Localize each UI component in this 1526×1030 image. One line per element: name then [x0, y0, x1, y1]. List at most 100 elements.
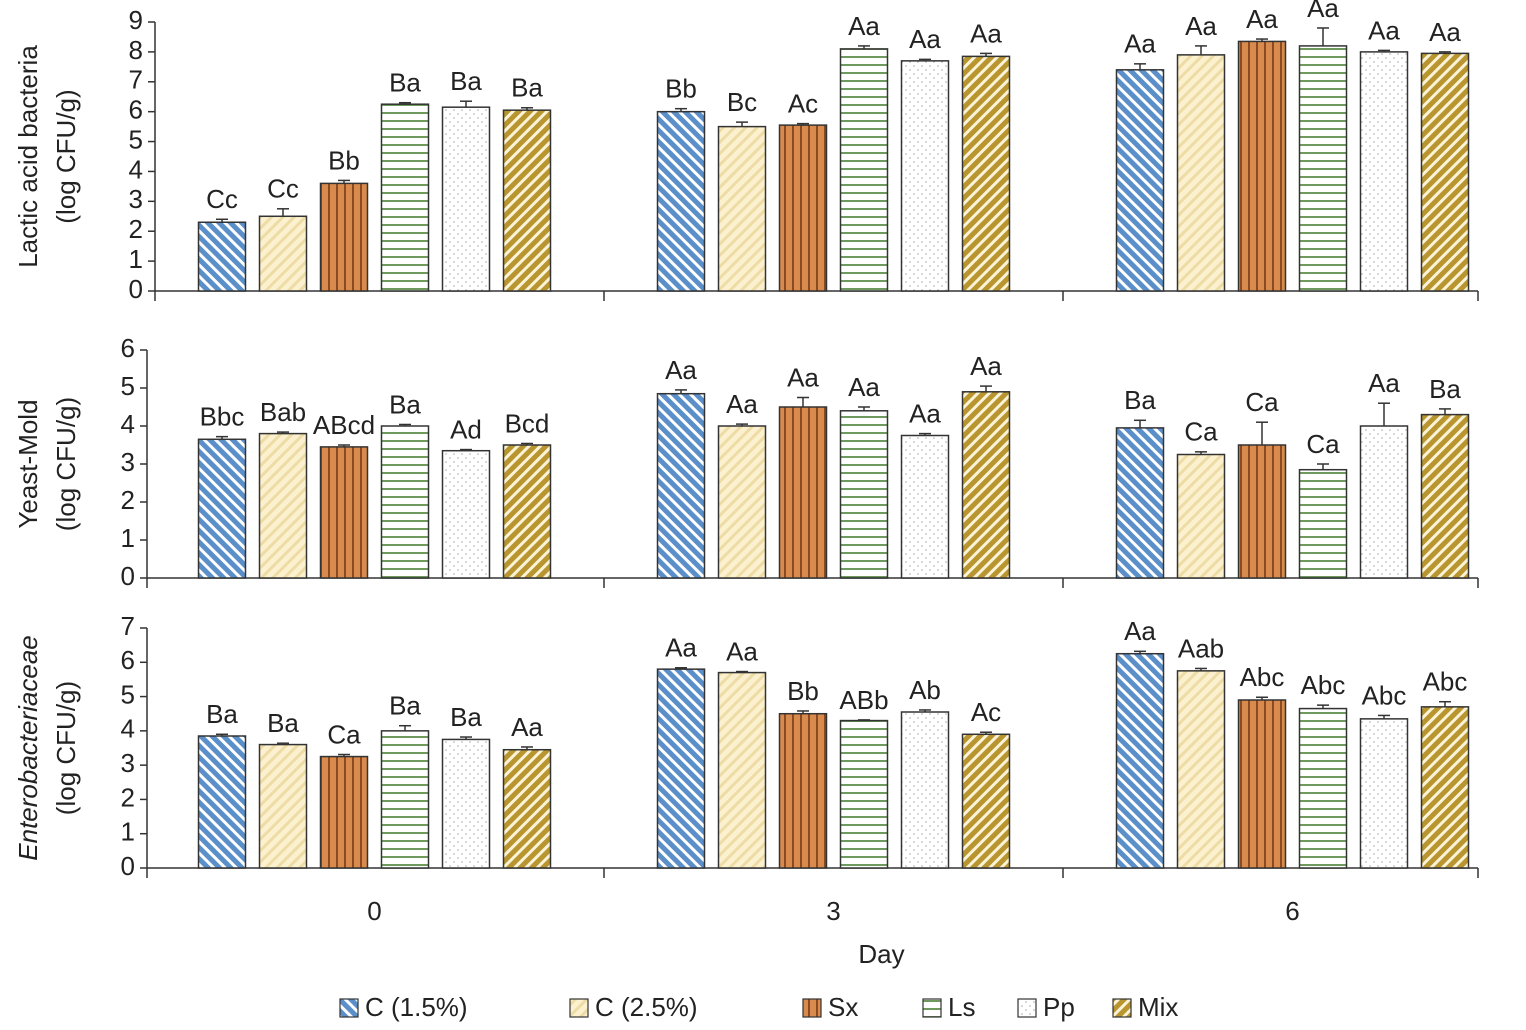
- bar: [961, 55, 1011, 292]
- y-tick-label: 4: [129, 154, 143, 184]
- y-axis-label: (log CFU/g): [51, 397, 81, 531]
- y-tick-label: 3: [121, 447, 135, 477]
- significance-label: Aa: [848, 372, 880, 402]
- significance-label: Aa: [665, 355, 697, 385]
- bar: [319, 755, 369, 869]
- bar: [258, 215, 308, 292]
- bar: [717, 671, 767, 869]
- y-tick-label: 6: [121, 645, 135, 675]
- significance-label: Ba: [1429, 374, 1461, 404]
- bar: [900, 434, 950, 579]
- significance-label: Aa: [909, 24, 941, 54]
- y-tick-label: 3: [121, 748, 135, 778]
- significance-label: Abc: [1362, 680, 1407, 710]
- significance-label: Ba: [267, 708, 299, 738]
- y-axis-label: Yeast-Mold: [13, 399, 43, 528]
- significance-label: Ac: [788, 88, 818, 118]
- x-tick-label: 0: [367, 896, 381, 926]
- bar: [656, 668, 706, 869]
- significance-label: Aa: [1124, 616, 1156, 646]
- bar: [1237, 40, 1287, 292]
- significance-label: Aa: [1185, 11, 1217, 41]
- legend-swatch: [569, 998, 589, 1018]
- y-axis-label: (log CFU/g): [51, 89, 81, 223]
- bar: [839, 410, 889, 579]
- y-axis-label: (log CFU/g): [51, 681, 81, 815]
- legend-label: C (2.5%): [595, 992, 698, 1022]
- y-tick-label: 1: [129, 244, 143, 274]
- bar: [778, 124, 828, 292]
- y-tick-label: 2: [129, 214, 143, 244]
- bar: [1176, 670, 1226, 869]
- significance-label: Ca: [1306, 429, 1340, 459]
- bar: [656, 392, 706, 579]
- bar: [1237, 699, 1287, 869]
- y-tick-label: 1: [121, 817, 135, 847]
- significance-label: ABb: [839, 685, 888, 715]
- significance-label: Aa: [848, 11, 880, 41]
- legend-label: C (1.5%): [365, 992, 468, 1022]
- bar: [197, 735, 247, 869]
- y-tick-label: 6: [121, 333, 135, 363]
- bar: [502, 109, 552, 292]
- bar: [1298, 45, 1348, 292]
- y-tick-label: 2: [121, 782, 135, 812]
- significance-label: Ba: [389, 389, 421, 419]
- significance-label: Ba: [389, 68, 421, 98]
- bar: [1115, 427, 1165, 579]
- significance-label: Ca: [1245, 387, 1279, 417]
- bar: [656, 110, 706, 292]
- bar: [1298, 468, 1348, 579]
- bar: [441, 106, 491, 292]
- significance-label: Aa: [511, 712, 543, 742]
- significance-label: Aa: [1368, 15, 1400, 45]
- significance-label: Ca: [327, 719, 361, 749]
- bar: [197, 438, 247, 579]
- significance-label: Ba: [450, 66, 482, 96]
- y-tick-label: 8: [129, 35, 143, 65]
- significance-label: Ba: [389, 691, 421, 721]
- bar: [900, 60, 950, 292]
- bar: [502, 444, 552, 579]
- legend-label: Mix: [1138, 992, 1178, 1022]
- bar: [961, 733, 1011, 869]
- significance-label: Ba: [511, 73, 543, 103]
- significance-label: Bcd: [505, 408, 550, 438]
- bar: [1176, 453, 1226, 579]
- bar: [319, 182, 369, 292]
- significance-label: Aa: [1429, 17, 1461, 47]
- x-tick-label: 6: [1285, 896, 1299, 926]
- significance-label: Aa: [1368, 368, 1400, 398]
- significance-label: Aa: [970, 351, 1002, 381]
- significance-label: Cc: [206, 184, 238, 214]
- bar: [1237, 444, 1287, 579]
- significance-label: Ba: [450, 702, 482, 732]
- x-tick-label: 3: [826, 896, 840, 926]
- legend-label: Ls: [948, 992, 975, 1022]
- bar: [1176, 54, 1226, 292]
- bar: [380, 730, 430, 869]
- bar: [319, 446, 369, 579]
- significance-label: Aab: [1178, 633, 1224, 663]
- legend-swatch: [1112, 998, 1132, 1018]
- bar: [1115, 69, 1165, 292]
- bar: [258, 743, 308, 869]
- y-tick-label: 6: [129, 95, 143, 125]
- bar: [1420, 413, 1470, 579]
- y-tick-label: 0: [121, 851, 135, 881]
- bar: [900, 711, 950, 869]
- bar: [1298, 707, 1348, 869]
- significance-label: Aa: [787, 362, 819, 392]
- y-tick-label: 4: [121, 409, 135, 439]
- bar: [839, 48, 889, 292]
- significance-label: Bb: [665, 74, 697, 104]
- significance-label: Bc: [727, 87, 757, 117]
- bar: [778, 712, 828, 869]
- significance-label: Ab: [909, 675, 941, 705]
- legend-swatch: [339, 998, 359, 1018]
- legend-swatch: [922, 998, 942, 1018]
- significance-label: Aa: [909, 398, 941, 428]
- y-tick-label: 0: [129, 274, 143, 304]
- bar: [717, 125, 767, 292]
